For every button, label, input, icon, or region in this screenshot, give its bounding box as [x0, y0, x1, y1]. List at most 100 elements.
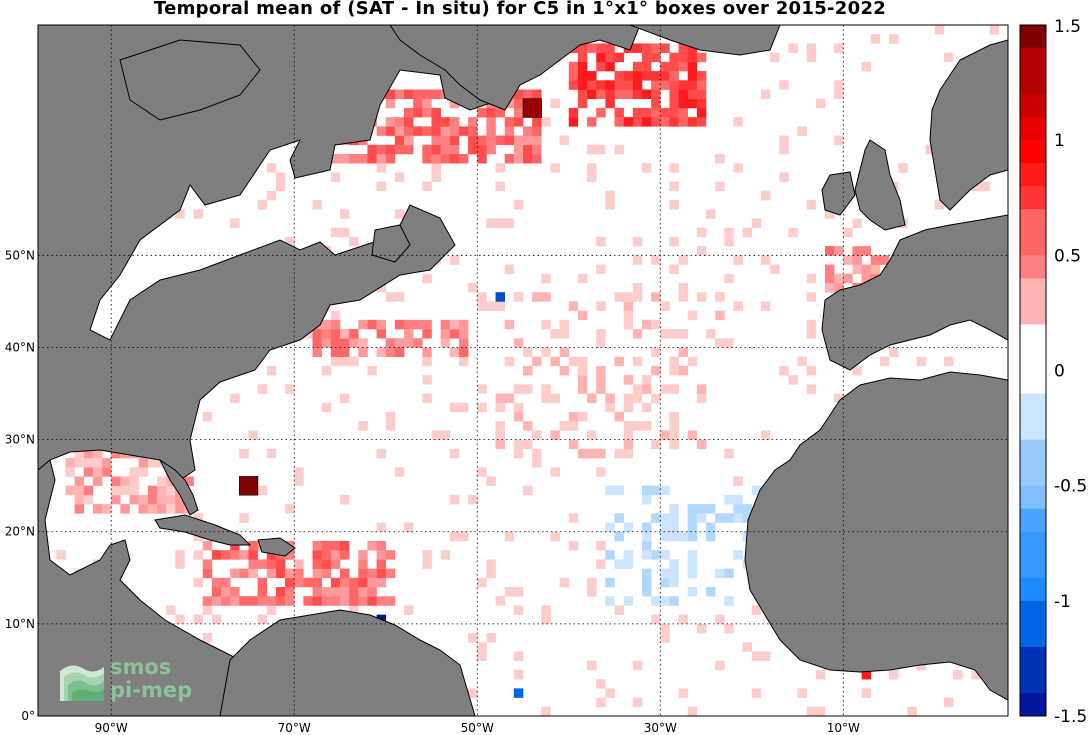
heatmap-cell — [449, 402, 460, 413]
heatmap-cell — [760, 430, 771, 440]
heatmap-cell — [687, 513, 698, 523]
heatmap-cell — [394, 347, 405, 357]
heatmap-cell — [669, 430, 679, 440]
heatmap-cell — [641, 550, 652, 560]
colorbar-block — [1020, 531, 1046, 556]
heatmap-cell — [404, 338, 414, 348]
heatmap-cell — [486, 559, 496, 569]
heatmap-cell — [486, 476, 496, 486]
heatmap-cell — [413, 126, 423, 136]
heatmap-cell — [74, 485, 85, 496]
heatmap-cell — [422, 393, 432, 404]
heatmap-cell — [523, 126, 533, 136]
heatmap-cell — [422, 153, 432, 164]
heatmap-cell — [404, 89, 414, 100]
heatmap-cell — [614, 513, 624, 523]
heatmap-cell — [83, 494, 94, 505]
heatmap-cell — [504, 126, 515, 136]
heatmap-cell — [733, 504, 743, 514]
heatmap-cell — [715, 292, 725, 302]
heatmap-cell — [239, 596, 249, 606]
heatmap-cell — [495, 402, 505, 413]
heatmap-cell — [349, 596, 359, 606]
heatmap-cell — [770, 264, 780, 275]
heatmap-cell — [339, 540, 350, 551]
heatmap-cell — [385, 89, 396, 100]
heatmap-cell — [696, 384, 707, 394]
heatmap-cell — [83, 448, 94, 459]
heatmap-cell — [943, 356, 954, 367]
heatmap-cell — [596, 384, 606, 394]
heatmap-cell — [669, 421, 679, 431]
heatmap-cell — [605, 393, 615, 404]
colorbar-block — [1020, 255, 1046, 279]
heatmap-cell — [523, 485, 533, 496]
heatmap-cell — [376, 559, 387, 569]
heatmap-cell — [696, 513, 707, 523]
heatmap-cell — [934, 25, 945, 35]
heatmap-cell — [550, 329, 560, 339]
heatmap-cell — [468, 494, 478, 505]
heatmap-cell — [477, 384, 487, 394]
heatmap-cell — [339, 587, 350, 597]
heatmap-cell — [449, 531, 460, 542]
heatmap-cell — [641, 494, 652, 505]
heatmap-cell — [623, 292, 634, 302]
heatmap-cell — [806, 706, 817, 716]
heatmap-cell — [824, 282, 835, 293]
heatmap-cell — [669, 107, 679, 118]
heatmap-cell — [669, 411, 679, 422]
heatmap-cell — [623, 550, 634, 560]
heatmap-cell — [678, 89, 689, 100]
heatmap-cell — [257, 559, 268, 569]
heatmap-cell — [587, 430, 597, 440]
heatmap-cell — [587, 144, 597, 155]
heatmap-cell — [513, 144, 524, 155]
land-cuba — [154, 514, 252, 546]
heatmap-cell — [102, 504, 112, 514]
heatmap-cell — [394, 467, 405, 477]
heatmap-cell — [577, 448, 588, 459]
heatmap-cell — [577, 52, 588, 63]
heatmap-cell — [111, 448, 121, 459]
heatmap-cell — [678, 365, 689, 376]
heatmap-cell — [367, 540, 377, 551]
heatmap-cell — [568, 301, 579, 311]
heatmap-cell — [889, 34, 899, 44]
heatmap-cell — [724, 227, 734, 238]
heatmap-cell — [321, 550, 332, 560]
heatmap-cell — [422, 329, 432, 339]
heatmap-cell — [651, 107, 661, 118]
heatmap-cell — [971, 669, 981, 680]
heatmap-cell — [413, 319, 423, 330]
heatmap-cell — [138, 504, 149, 514]
heatmap-cell — [605, 688, 615, 698]
heatmap-cell — [166, 605, 176, 615]
colorbar-block — [1020, 278, 1046, 302]
heatmap-cell — [632, 329, 643, 339]
heatmap-cell — [230, 568, 240, 579]
heatmap-cell — [641, 531, 652, 542]
heatmap-cell — [468, 144, 478, 155]
heatmap-cell — [706, 522, 716, 533]
heatmap-cell — [358, 153, 368, 164]
heatmap-cell — [129, 467, 139, 477]
heatmap-cell — [852, 264, 862, 275]
heatmap-cell — [468, 117, 478, 127]
heatmap-cell — [870, 264, 881, 275]
heatmap-cell — [339, 153, 350, 164]
heatmap-cell — [358, 338, 368, 348]
heatmap-cell — [696, 80, 707, 90]
heatmap-cell — [339, 338, 350, 348]
heatmap-cell — [248, 559, 258, 569]
heatmap-cell — [541, 292, 551, 302]
heatmap-cell — [468, 135, 478, 146]
heatmap-cell — [83, 467, 94, 477]
heatmap-cell — [156, 485, 167, 496]
heatmap-cell — [65, 467, 75, 477]
heatmap-cell — [431, 153, 441, 164]
heatmap-cell — [651, 71, 661, 81]
heatmap-cell — [587, 89, 597, 100]
heatmap-cell — [339, 227, 350, 238]
heatmap-cell — [696, 52, 707, 63]
